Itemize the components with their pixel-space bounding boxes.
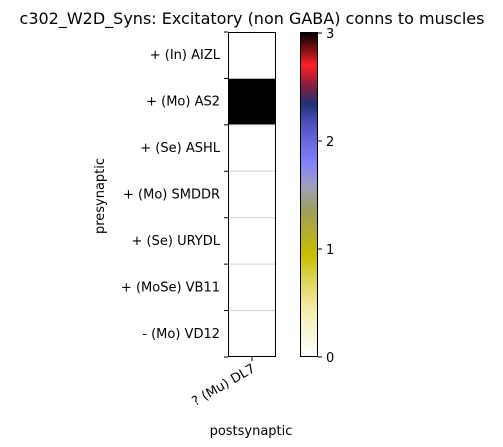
heatmap-cell bbox=[228, 310, 276, 357]
colorbar-tick-label: 1 bbox=[326, 243, 334, 258]
heatmap-cell bbox=[228, 171, 276, 218]
y-tick-label: + (MoSe) VB11 bbox=[121, 280, 220, 295]
y-tick-label: - (Mo) VD12 bbox=[142, 327, 220, 342]
x-tick-label: ? (Mu) DL7 bbox=[190, 361, 258, 409]
colorbar bbox=[300, 33, 317, 357]
heatmap-cell bbox=[228, 217, 276, 265]
colorbar-frame bbox=[300, 32, 318, 357]
y-tick-label: + (Se) URYDL bbox=[132, 234, 221, 249]
y-tick-label: + (Mo) AS2 bbox=[146, 95, 220, 110]
heatmap-cell bbox=[228, 264, 276, 311]
heatmap-cells bbox=[228, 32, 276, 357]
plot-frame bbox=[228, 32, 276, 357]
y-tick-label: + (Se) ASHL bbox=[140, 141, 220, 156]
colorbar-tick-label: 3 bbox=[326, 27, 334, 42]
x-axis-ticks: ? (Mu) DL7 bbox=[190, 357, 258, 410]
colorbar-ticks: 0 1 2 3 bbox=[318, 27, 334, 366]
heatmap-cell bbox=[228, 78, 276, 125]
y-axis-ticks: + (In) AIZL + (Mo) AS2 + (Se) ASHL + (Mo) S… bbox=[121, 31, 228, 358]
y-tick-label: + (Mo) SMDDR bbox=[123, 188, 220, 203]
y-tick-label: + (In) AIZL bbox=[150, 48, 221, 63]
x-axis-label: postsynaptic bbox=[210, 424, 293, 439]
y-axis-label: presynaptic bbox=[93, 158, 108, 234]
heatmap-grid bbox=[228, 77, 276, 312]
colorbar-tick-label: 2 bbox=[326, 135, 334, 150]
heatmap-cell bbox=[228, 124, 276, 172]
colorbar-tick-label: 0 bbox=[326, 351, 334, 366]
heatmap-cell bbox=[228, 32, 276, 79]
chart-title: c302_W2D_Syns: Excitatory (non GABA) con… bbox=[20, 9, 485, 29]
